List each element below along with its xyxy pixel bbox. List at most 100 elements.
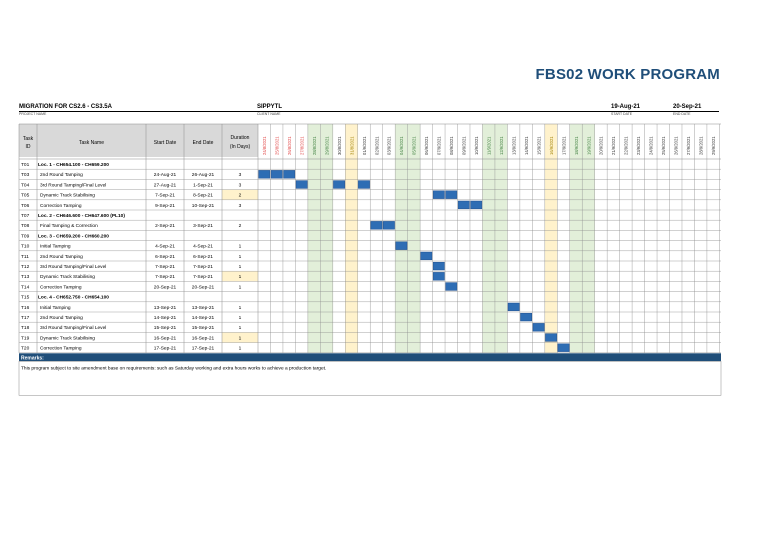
remarks-bar xyxy=(19,353,721,362)
day-label: 15/9/2021 xyxy=(536,136,541,155)
gantt-bar xyxy=(295,180,308,189)
day-column-shade xyxy=(407,124,421,353)
gantt-bar xyxy=(557,343,570,352)
start-date-cell: 7-Sep-21 xyxy=(155,193,175,199)
day-label: 01/9/2021 xyxy=(362,136,367,155)
start-date-cell: 17-Sep-21 xyxy=(154,346,177,352)
end-date-label: END DATE xyxy=(673,112,691,116)
end-date-cell: 26-Aug-21 xyxy=(192,172,215,178)
start-date-cell: 6-Sep-21 xyxy=(155,254,175,260)
day-label: 17/9/2021 xyxy=(561,136,566,155)
task-name-cell: Initial Tamping xyxy=(40,244,71,250)
gantt-bar xyxy=(432,190,445,199)
duration-cell: 3 xyxy=(239,203,242,209)
duration-cell: 1 xyxy=(239,284,242,290)
duration-cell: 2 xyxy=(239,193,242,199)
start-date-cell: 7-Sep-21 xyxy=(155,264,175,270)
duration-highlight-cell xyxy=(222,271,258,282)
day-column-shade xyxy=(395,124,408,353)
day-label: 28/9/2021 xyxy=(698,136,703,155)
header-start-date: Start Date xyxy=(154,140,177,146)
day-column-shade xyxy=(320,124,333,353)
day-column-shade xyxy=(569,124,583,353)
task-id-cell: T17 xyxy=(21,315,30,321)
duration-cell: 3 xyxy=(239,182,242,188)
gantt-bar xyxy=(457,200,470,210)
day-label: 25/8/2021 xyxy=(275,136,280,155)
duration-cell: 3 xyxy=(239,172,242,178)
day-column-shade xyxy=(307,124,321,353)
day-column-shade xyxy=(494,124,508,353)
end-date-cell: 10-Sep-21 xyxy=(192,203,215,209)
day-label: 06/9/2021 xyxy=(424,136,429,155)
duration-cell: 1 xyxy=(239,274,242,280)
section-title-cell: Loc. 3 - CH659.200 - CH660.200 xyxy=(38,233,109,239)
duration-cell: 1 xyxy=(239,305,242,311)
day-column-shade xyxy=(482,124,495,353)
day-label: 21/9/2021 xyxy=(611,136,616,155)
header-end-date: End Date xyxy=(193,140,214,146)
day-label: 20/9/2021 xyxy=(599,136,604,155)
gantt-bar xyxy=(333,180,345,189)
gantt-bar xyxy=(420,251,433,261)
task-id-cell: T04 xyxy=(21,182,30,188)
task-id-cell: T18 xyxy=(21,325,30,331)
day-label: 11/9/2021 xyxy=(486,136,491,155)
start-date-cell: 7-Sep-21 xyxy=(155,274,175,280)
duration-cell: 1 xyxy=(239,254,242,260)
day-label: 14/9/2021 xyxy=(524,136,529,155)
start-date-cell: 27-Aug-21 xyxy=(154,182,177,188)
task-id-cell: T15 xyxy=(21,295,30,301)
remarks-box xyxy=(18,361,722,396)
end-date-cell: 7-Sep-21 xyxy=(193,274,213,280)
end-date-cell: 16-Sep-21 xyxy=(192,335,215,341)
day-label: 25/9/2021 xyxy=(661,136,666,155)
gantt-bar xyxy=(283,170,296,179)
day-label: 27/8/2021 xyxy=(299,136,304,155)
task-id-cell: T12 xyxy=(21,264,30,270)
gantt-bar xyxy=(370,221,383,230)
day-label: 19/9/2021 xyxy=(586,136,591,155)
start-date-cell: 20-Sep-21 xyxy=(154,284,177,290)
task-id-cell: T20 xyxy=(21,346,30,352)
gantt-bar xyxy=(270,170,283,179)
task-id-cell: T14 xyxy=(21,284,30,290)
day-label: 29/9/2021 xyxy=(711,136,716,155)
task-name-cell: Correction Tamping xyxy=(40,284,82,290)
gantt-bar xyxy=(545,333,557,342)
day-label: 13/9/2021 xyxy=(511,136,516,155)
task-id-cell: T03 xyxy=(21,172,30,178)
gantt-bar xyxy=(507,302,520,312)
duration-cell: 1 xyxy=(239,244,242,250)
header-task-id-2: ID xyxy=(26,144,31,150)
day-label: 18/9/2021 xyxy=(574,136,579,155)
client-name-label: CLIENT NAME xyxy=(257,112,281,116)
day-label: 08/9/2021 xyxy=(449,136,454,155)
duration-cell: 1 xyxy=(239,335,242,341)
project-name: MIGRATION FOR CS2.6 - CS3.5A xyxy=(19,104,112,110)
duration-highlight-cell xyxy=(222,332,258,343)
gantt-bar xyxy=(395,241,408,250)
task-id-cell: T09 xyxy=(21,233,30,239)
project-name-label: PROJECT NAME xyxy=(19,112,47,116)
end-date-cell: 4-Sep-21 xyxy=(193,244,213,250)
duration-highlight-cell xyxy=(222,189,258,200)
section-title-cell: Loc. 2 - CH646.600 - CH647.600 (PL10) xyxy=(38,213,125,219)
task-name-cell: 3rd Round Tamping/Final Level xyxy=(40,325,106,331)
start-date-cell: 15-Sep-21 xyxy=(154,325,177,331)
day-label: 29/8/2021 xyxy=(324,136,329,155)
gantt-bar xyxy=(470,200,483,210)
day-label: 04/9/2021 xyxy=(399,136,404,155)
day-label: 22/9/2021 xyxy=(624,136,629,155)
task-name-cell: 2nd Round Tamping xyxy=(40,254,83,260)
task-name-cell: Initial Tamping xyxy=(40,305,71,311)
header-task-id: Task xyxy=(23,136,34,142)
gantt-bar xyxy=(520,312,532,322)
task-name-cell: 3rd Round Tamping/Final Level xyxy=(40,264,106,270)
task-id-cell: T07 xyxy=(21,213,30,219)
end-date-cell: 8-Sep-21 xyxy=(193,193,213,199)
gantt-bar xyxy=(258,170,271,179)
end-date-cell: 1-Sep-21 xyxy=(193,182,213,188)
header-task-name: Task Name xyxy=(79,140,104,146)
